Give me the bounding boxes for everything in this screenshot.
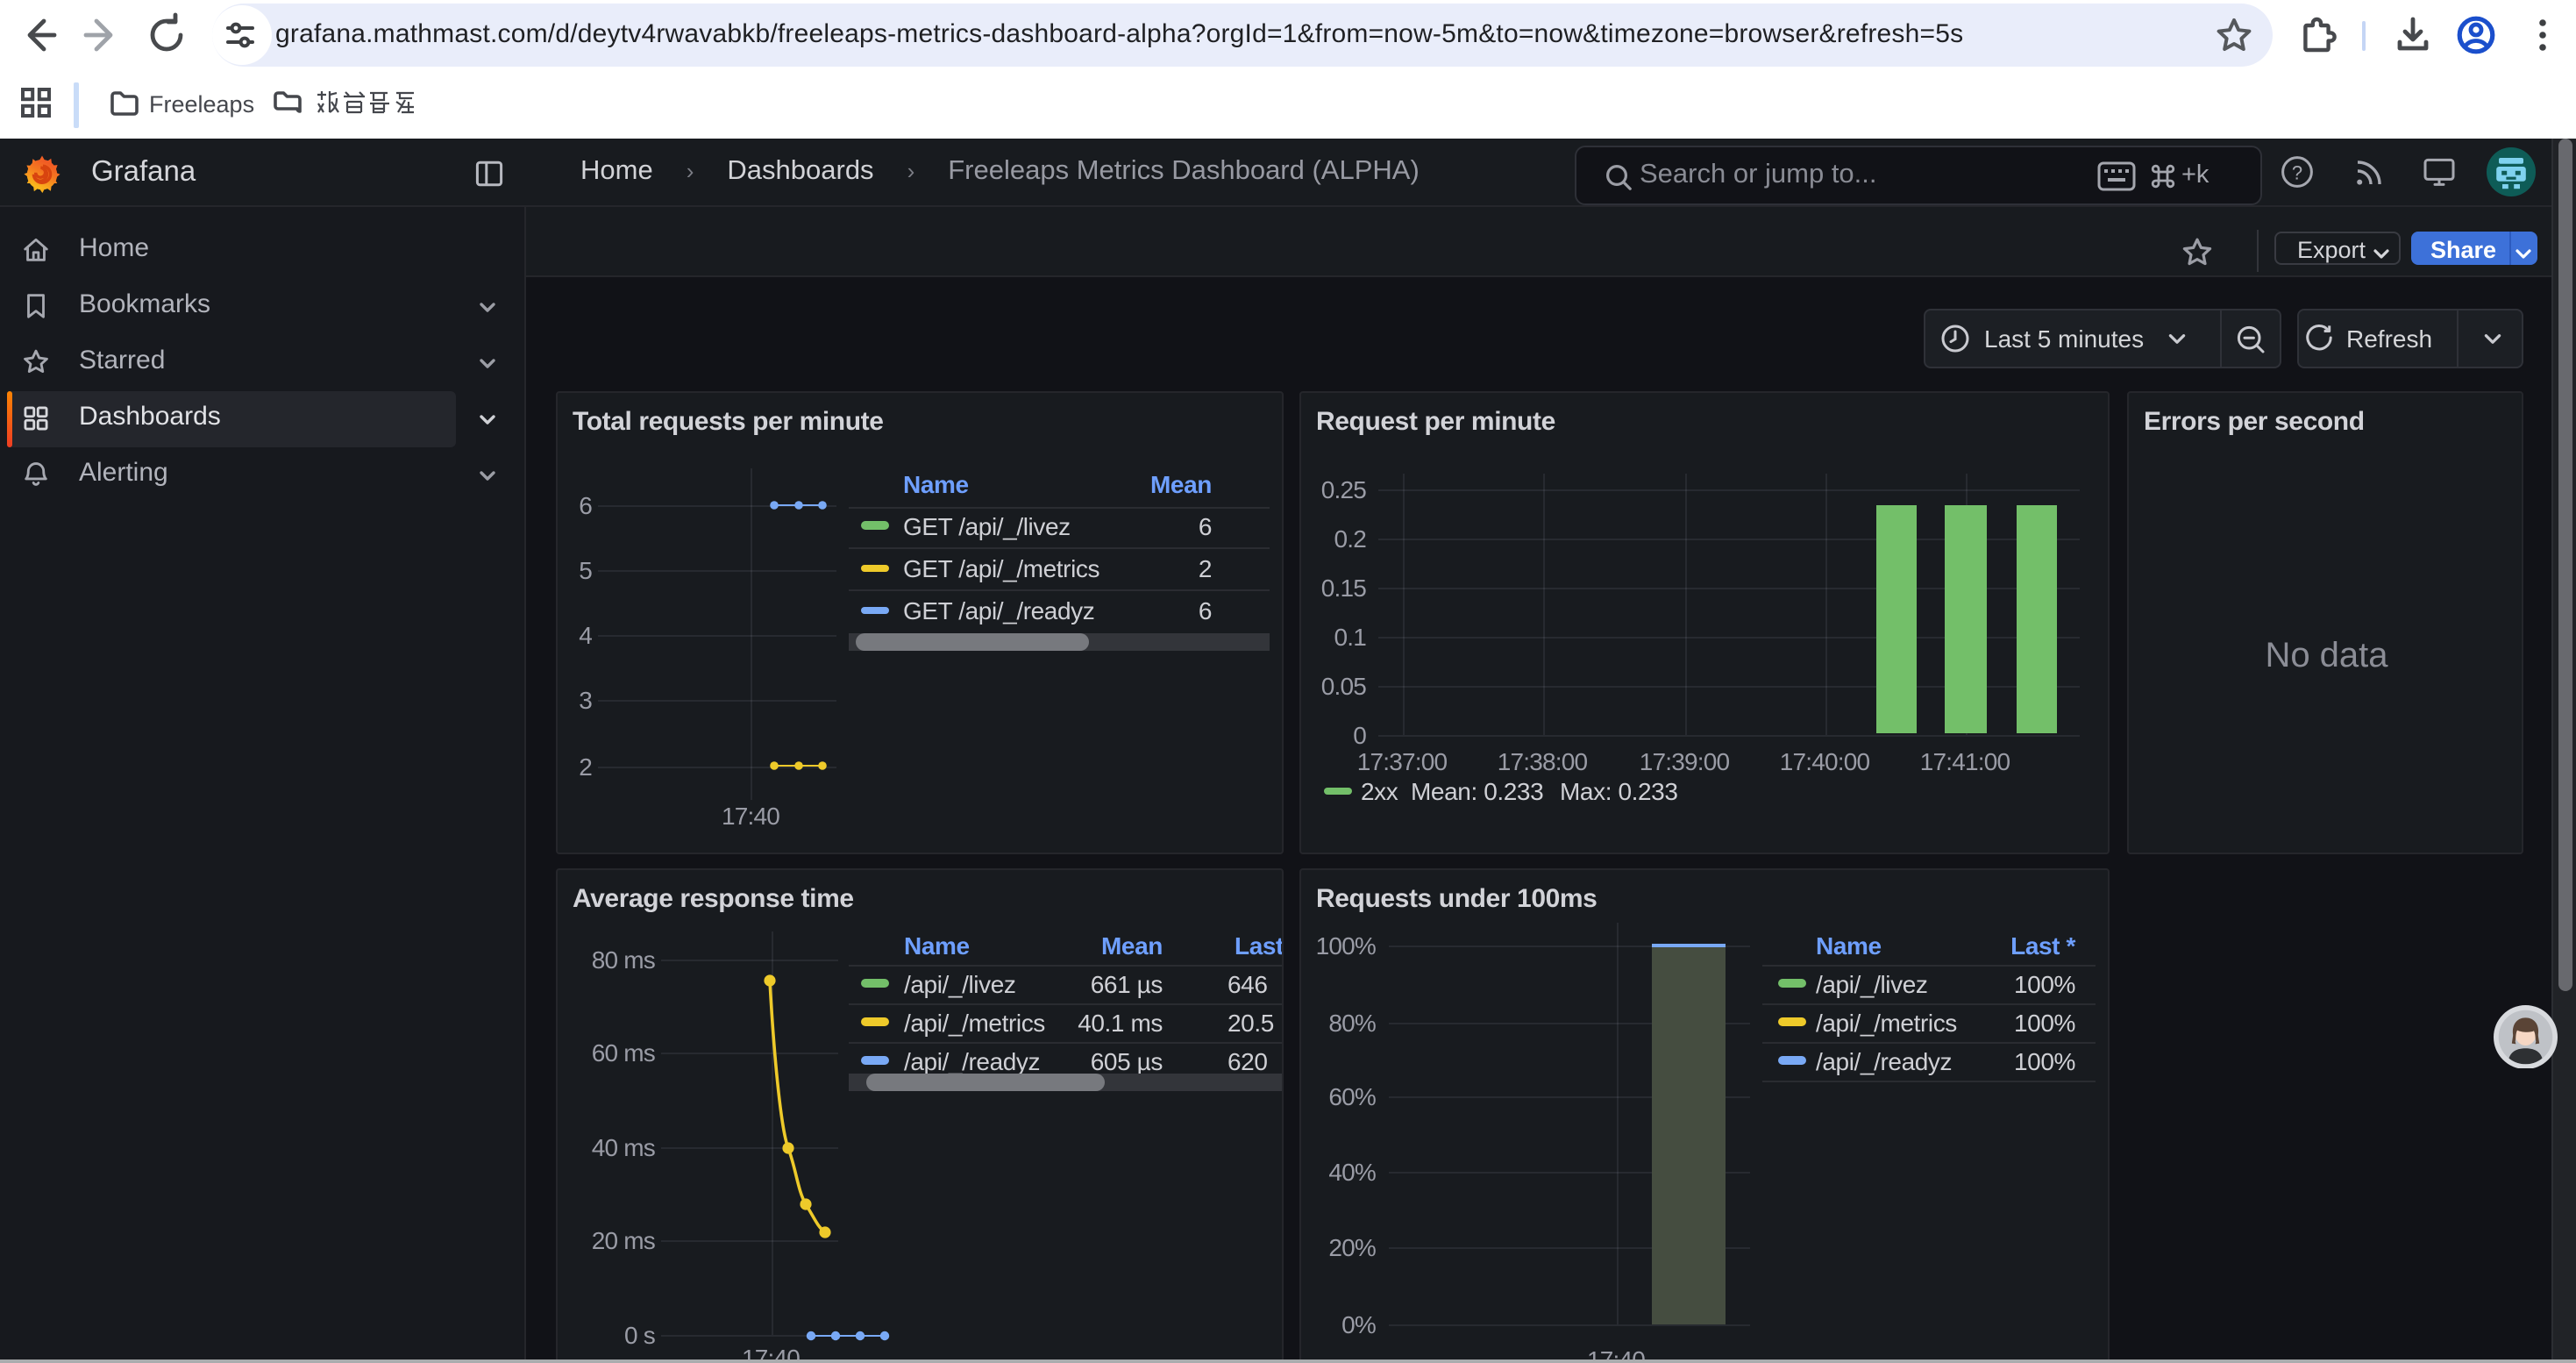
svg-text:?: ?: [2292, 161, 2302, 183]
